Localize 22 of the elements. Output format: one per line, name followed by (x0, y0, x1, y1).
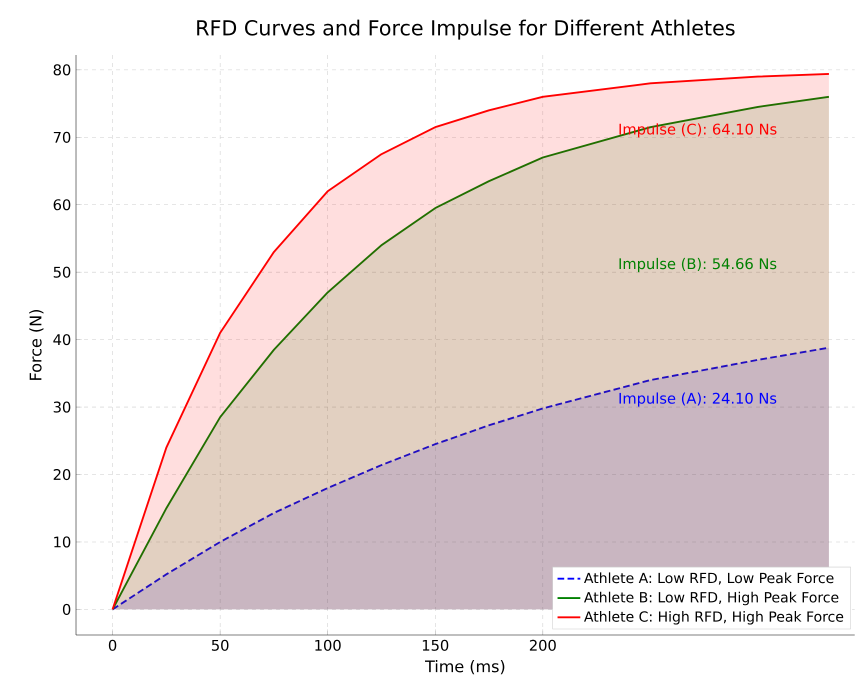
y-tick-label: 50 (54, 266, 70, 278)
y-tick-label: 40 (53, 334, 70, 346)
x-axis-title: Time (ms) (425, 660, 504, 674)
chart-title: RFD Curves and Force Impulse for Different Athletes (197, 20, 735, 40)
legend-label: Athlete B: Low RFD, High Peak Force (584, 592, 838, 606)
x-tick-label: 200 (530, 640, 556, 651)
x-tick-label: 50 (212, 640, 228, 651)
y-tick-label: 70 (54, 132, 70, 143)
x-tick-label: 0 (108, 640, 116, 651)
y-axis-title: Force (N) (29, 310, 44, 380)
annotation: Impulse (B): 54.66 Ns (619, 258, 776, 272)
annotation: Impulse (A): 24.10 Ns (619, 392, 776, 407)
y-tick-label: 80 (54, 64, 70, 76)
y-tick-label: 10 (54, 536, 70, 548)
legend-label: Athlete C: High RFD, High Peak Force (584, 611, 844, 625)
legend-label: Athlete A: Low RFD, Low Peak Force (584, 572, 834, 585)
y-tick-label: 60 (54, 199, 70, 210)
y-tick-label: 0 (62, 604, 70, 615)
y-tick-label: 30 (54, 402, 70, 413)
x-tick-label: 150 (422, 640, 448, 651)
y-tick-label: 20 (54, 468, 70, 480)
x-tick-label: 100 (315, 640, 341, 651)
